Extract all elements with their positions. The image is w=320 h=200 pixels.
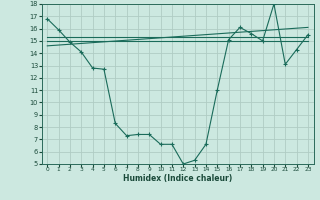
X-axis label: Humidex (Indice chaleur): Humidex (Indice chaleur) (123, 174, 232, 183)
